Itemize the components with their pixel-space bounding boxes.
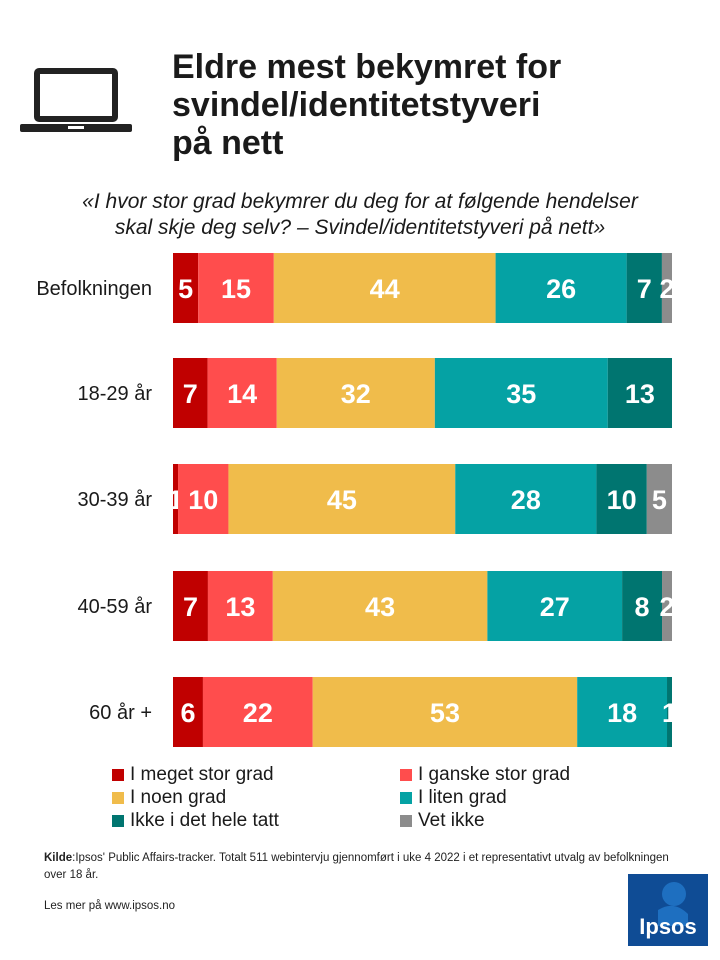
data-label: 6 [180,698,195,728]
bar-segment [667,677,672,747]
logo-text: Ipsos [639,914,697,939]
bar-segment [495,253,627,323]
legend-item: I noen grad [112,787,226,809]
bar-segment [434,358,608,428]
category-label: 40-59 år [78,596,153,618]
bar-segment [487,571,623,641]
data-label: 13 [225,592,255,622]
data-label: 15 [221,274,251,304]
bar-segment [173,571,208,641]
bar-segment [178,464,229,534]
title-line: svindel/identitetstyveri [172,86,541,124]
bar-segment [455,464,597,534]
legend-swatch [400,815,412,827]
category-label: 18-29 år [78,383,153,405]
subtitle-line: skal skje deg selv? – Svindel/identitets… [114,216,606,239]
legend-swatch [400,769,412,781]
bar-segment [173,253,199,323]
ipsos-logo: Ipsos [628,874,708,946]
data-label: 2 [659,592,674,622]
chart-title: Eldre mest bekymret for svindel/identite… [172,48,692,162]
bar-segment [577,677,668,747]
legend-label: I ganske stor grad [418,764,571,785]
bar-segment [276,358,435,428]
data-label: 45 [327,485,357,515]
data-label: 2 [659,274,674,304]
legend-item: I liten grad [400,787,507,809]
legend-label: I noen grad [130,787,227,808]
bar-segment [228,464,456,534]
legend-swatch [112,792,124,804]
bar-segment [198,253,274,323]
category-label: 30-39 år [78,489,153,511]
legend-item: I ganske stor grad [400,764,570,786]
category-label: Befolkningen [36,278,152,300]
legend-swatch [112,769,124,781]
source-label: Kilde [44,852,73,864]
data-label: 28 [511,485,541,515]
chart-subtitle: «I hvor stor grad bekymrer du deg for at… [20,189,700,241]
bar-segment [646,464,672,534]
bar-segment [626,253,662,323]
bar-segment [662,571,672,641]
data-label: 1 [662,698,677,728]
data-label: 27 [540,592,570,622]
data-label: 10 [188,485,218,515]
legend-item: I meget stor grad [112,764,274,786]
data-label: 7 [183,592,198,622]
legend-label: I liten grad [418,787,507,808]
bar-segment [207,358,277,428]
bar-segment [273,253,496,323]
legend-item: Vet ikke [400,810,485,832]
bar-segment [173,358,208,428]
title-line: Eldre mest bekymret for [172,48,562,86]
data-label: 8 [635,592,650,622]
read-more-link[interactable]: Les mer på www.ipsos.no [44,900,176,912]
data-label: 44 [370,274,400,304]
bar-segment [596,464,647,534]
legend-swatch [112,815,124,827]
bar-segment [173,677,203,747]
data-label: 7 [637,274,652,304]
bar-segment [661,253,672,323]
title-line: på nett [172,124,284,162]
data-label: 53 [430,698,460,728]
subtitle-line: «I hvor stor grad bekymrer du deg for at… [82,190,638,213]
source-note: Kilde:Ipsos' Public Affairs-tracker. Tot… [44,850,684,884]
data-label: 43 [365,592,395,622]
data-label: 13 [625,379,655,409]
laptop-icon [20,68,132,132]
legend-swatch [400,792,412,804]
bar-segment [622,571,663,641]
bar-segment [173,464,179,534]
legend-item: Ikke i det hele tatt [112,810,279,832]
data-label: 10 [607,485,637,515]
bar-segment [607,358,672,428]
data-label: 26 [546,274,576,304]
category-label: 60 år + [89,702,152,724]
data-label: 18 [607,698,637,728]
bar-segment [312,677,578,747]
bar-segment [207,571,273,641]
bar-segment [272,571,488,641]
legend-label: I meget stor grad [130,764,274,785]
data-label: 5 [178,274,193,304]
source-text: :Ipsos' Public Affairs-tracker. Totalt 5… [44,852,669,881]
data-label: 35 [506,379,536,409]
logo-figure-icon [658,882,688,926]
data-label: 5 [652,485,667,515]
data-label: 14 [227,379,257,409]
bar-segment [202,677,313,747]
legend-label: Ikke i det hele tatt [130,810,279,831]
data-label: 32 [341,379,371,409]
data-label: 22 [243,698,273,728]
stacked-bar-chart: Befolkningen 5 15 44 26 7 218-29 år 7 14 32 35 1330… [36,253,677,747]
legend-label: Vet ikke [418,810,485,831]
data-label: 7 [183,379,198,409]
